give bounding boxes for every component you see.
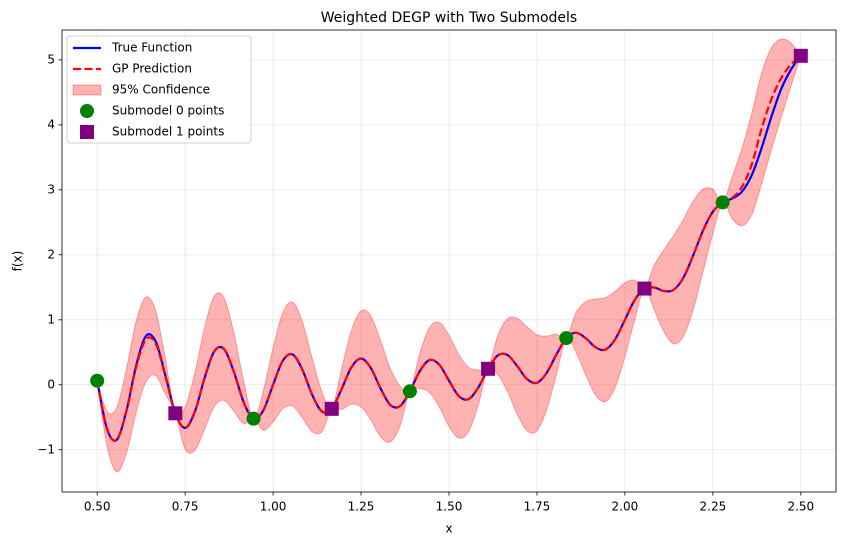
legend-label: Submodel 1 points xyxy=(112,125,224,139)
chart-title: Weighted DEGP with Two Submodels xyxy=(321,10,577,26)
y-tick-label: 2 xyxy=(47,247,55,261)
x-axis-label: x xyxy=(445,522,452,536)
y-tick-label: 1 xyxy=(47,312,55,326)
x-tick-label: 2.50 xyxy=(787,500,814,514)
legend-label: GP Prediction xyxy=(112,62,192,76)
axes-frame xyxy=(61,29,837,493)
x-tick-label: 0.50 xyxy=(84,500,111,514)
legend-label: 95% Confidence xyxy=(112,83,210,97)
x-tick-label: 1.75 xyxy=(524,500,551,514)
square-point xyxy=(481,361,496,376)
legend-swatch xyxy=(80,104,94,118)
y-tick-label: 4 xyxy=(47,117,55,131)
y-tick-label: 0 xyxy=(47,377,55,391)
circle-point xyxy=(246,411,261,426)
x-tick-label: 1.25 xyxy=(348,500,375,514)
legend: True Function GP Prediction 95% Confidence… xyxy=(66,35,252,144)
x-tick-label: 1.00 xyxy=(260,500,287,514)
x-tick-label: 2.00 xyxy=(612,500,639,514)
prediction-line xyxy=(96,54,802,442)
x-tick-label: 1.50 xyxy=(436,500,463,514)
y-tick-label: 3 xyxy=(47,182,55,196)
square-point xyxy=(324,401,339,416)
y-axis-label: f(x) xyxy=(11,251,25,272)
legend-label: True Function xyxy=(111,41,192,55)
legend-label: Submodel 0 points xyxy=(112,104,224,118)
y-tick-label: 5 xyxy=(47,52,55,66)
legend-box xyxy=(66,35,252,144)
x-tick-label: 0.75 xyxy=(172,500,199,514)
legend-swatch xyxy=(80,125,94,139)
x-tick-label: 2.25 xyxy=(700,500,727,514)
circle-point xyxy=(90,373,105,388)
circle-point xyxy=(402,384,417,399)
circle-point xyxy=(559,331,574,346)
y-tick-label: −1 xyxy=(37,442,55,456)
square-point xyxy=(637,281,652,296)
circle-point xyxy=(715,195,730,210)
legend-swatch xyxy=(72,84,102,96)
square-point xyxy=(793,48,808,63)
square-point xyxy=(168,406,183,421)
